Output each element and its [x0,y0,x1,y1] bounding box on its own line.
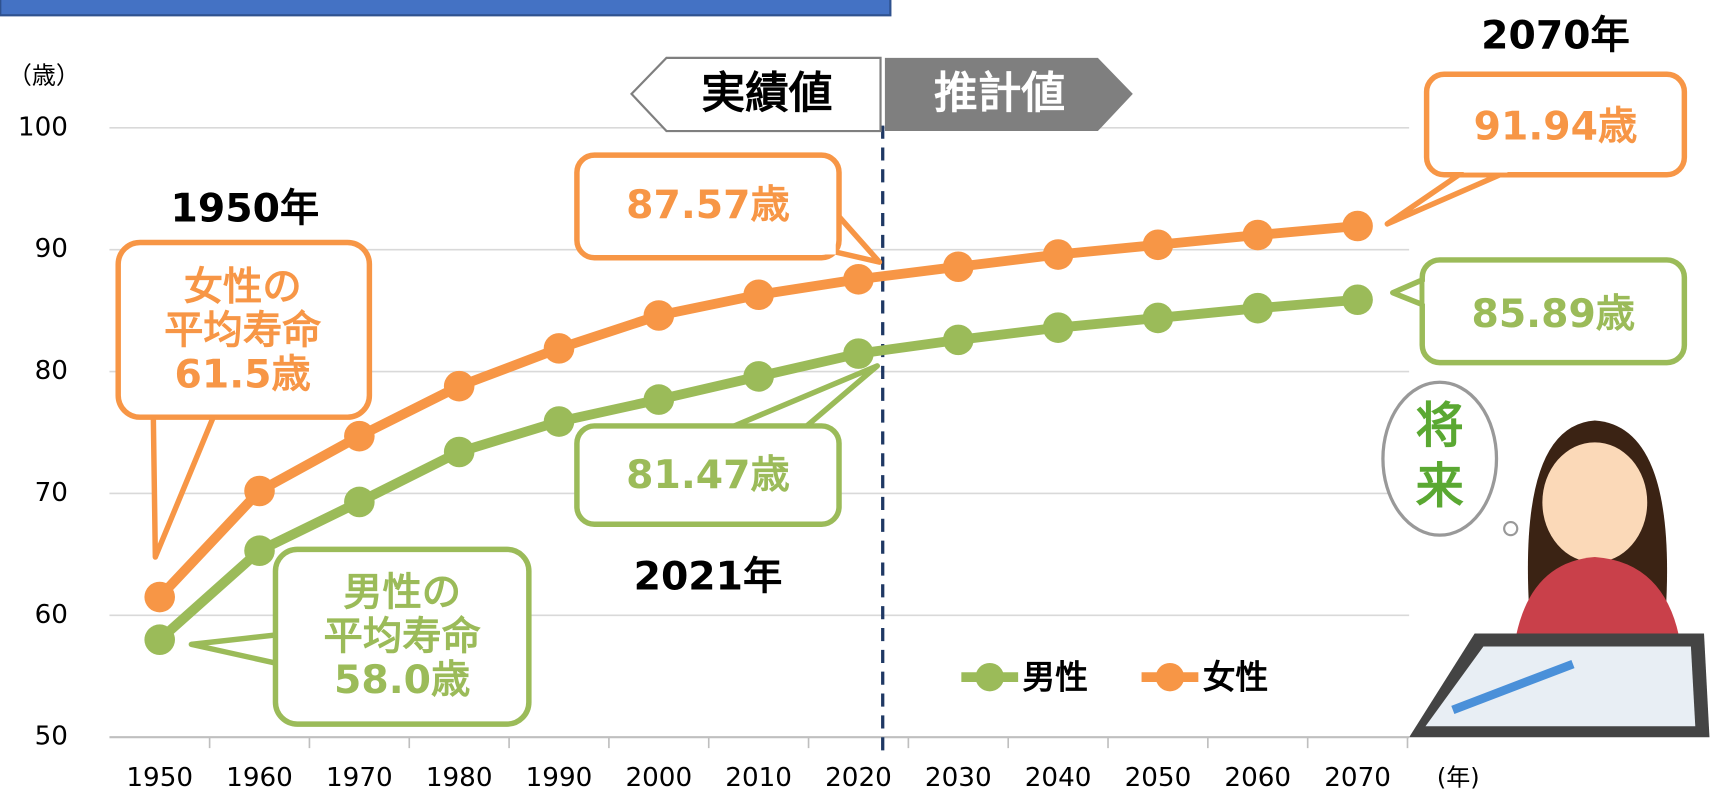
data-point [943,251,974,282]
x-tick-label: 1980 [426,763,493,793]
year-label: 2070年 [1481,14,1630,59]
x-tick-label: 2000 [625,763,692,793]
x-tick-label: 2050 [1125,763,1192,793]
legend-label: 男性 [1023,658,1088,696]
data-point [1242,220,1273,251]
face [1542,442,1647,562]
x-tick-label: 1990 [526,763,593,793]
data-point [344,421,375,452]
legend-label: 女性 [1203,658,1269,696]
data-point [943,325,974,356]
bubble-dot [1504,522,1517,535]
data-point [644,384,675,415]
data-point [843,264,874,295]
data-point [444,371,475,402]
callout-tail [153,404,219,557]
y-tick-label: 100 [18,112,68,142]
callout-text: 男性の [343,571,461,616]
x-tick-label: 2010 [725,763,792,793]
illustration-text: 将 [1416,398,1464,454]
callout-text: 58.0歳 [334,658,470,703]
data-point [1342,211,1373,242]
illustration-text: 来 [1416,458,1464,514]
y-tick-label: 60 [35,600,68,630]
legend-marker [1156,663,1184,691]
actual-label: 実績値 [701,68,832,119]
data-point [244,476,275,507]
y-unit: （歳） [8,61,80,89]
data-point [743,279,774,310]
projected-label: 推計値 [934,68,1065,119]
callout-joint [730,429,800,444]
data-point [1342,284,1373,315]
callout-text: 91.94歳 [1474,104,1638,149]
data-point [843,338,874,369]
chart: 50 60 70 80 90 100 1950 1960 1970 1980 1990 2000 201… [0,0,1713,794]
data-point [144,582,175,613]
callout-joint [280,637,295,663]
year-label: 1950年 [171,186,320,231]
callout-text: 女性の [184,265,302,310]
year-label: 2021年 [634,554,783,599]
y-tick-label: 70 [35,478,68,508]
callout-joint [814,216,836,254]
data-point [244,535,275,566]
callout-text: 平均寿命 [324,613,482,659]
callout-text: 61.5歳 [175,352,311,397]
data-point [544,333,575,364]
data-point [1143,230,1174,261]
callout-text: 平均寿命 [164,308,322,354]
x-unit: (年) [1437,764,1480,792]
callout-tail [1387,171,1507,223]
data-point [144,624,175,655]
x-tick-label: 2030 [925,763,992,793]
data-point [743,361,774,392]
callout-joint [1424,282,1437,304]
data-point [544,406,575,437]
legend: 男性 女性 [961,658,1268,696]
x-tick-label: 1960 [226,763,293,793]
y-tick-label: 50 [35,722,68,752]
data-point [1143,303,1174,334]
data-point [444,437,475,468]
y-tick-label: 80 [35,356,68,386]
x-tick-label: 2060 [1224,763,1291,793]
x-tick-label: 2040 [1025,763,1092,793]
data-point [1242,293,1273,324]
header-bar [0,0,890,15]
data-point [1043,239,1074,270]
x-tick-label: 2020 [825,763,892,793]
legend-marker [976,663,1004,691]
data-point [1043,312,1074,343]
callout-text: 81.47歳 [626,453,790,498]
y-tick-label: 90 [35,234,68,264]
callout-text: 85.89歳 [1471,292,1635,337]
data-point [644,300,675,331]
x-tick-label: 2070 [1324,763,1391,793]
callout-joint [156,399,215,414]
data-point [344,487,375,518]
x-tick-label: 1970 [326,763,393,793]
illustration: 将 来 [1383,382,1710,737]
callout-joint [1464,158,1508,172]
x-tick-label: 1950 [126,763,193,793]
callout-text: 87.57歳 [626,183,790,228]
